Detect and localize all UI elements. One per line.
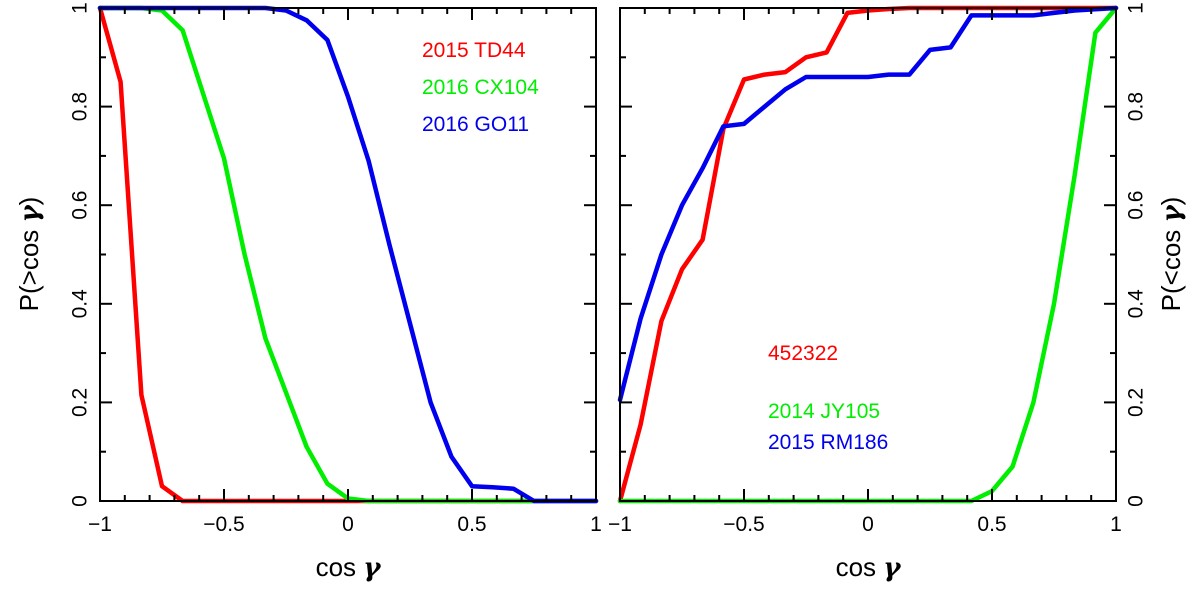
left-x-tick-label: −1 <box>88 513 112 536</box>
left-y-tick-label: 0.8 <box>69 92 92 121</box>
legend-label-2016-cx104: 2016 CX104 <box>422 76 539 99</box>
left-x-tick-label: −0.5 <box>203 513 244 536</box>
right-y-tick-label: 1 <box>1125 2 1148 14</box>
right-y-tick-label: 0.6 <box>1125 191 1148 220</box>
left-y-axis-symbol: γ <box>15 203 45 222</box>
right-x-axis-label: cos γ <box>836 552 903 583</box>
left-y-axis-label: P(>cos γ) <box>14 197 45 312</box>
right-panel: −1 −0.5 0 0.5 1 0 0.2 0.4 0.6 0.8 1 cos γ P(<cos … <box>608 2 1187 583</box>
left-x-tick-label: 0.5 <box>457 513 486 536</box>
right-x-tick-label: −1 <box>608 513 632 536</box>
right-series-line-452322 <box>617 5 1119 504</box>
left-series-line-2016-go11 <box>97 5 599 504</box>
right-legend: 452322 2014 JY105 2015 RM186 <box>768 342 888 454</box>
left-y-tick-label: 0 <box>69 495 92 507</box>
right-ticks <box>619 7 1117 502</box>
right-x-tick-labels: −1 −0.5 0 0.5 1 <box>608 513 1122 536</box>
right-series-line-2015-rm186 <box>617 5 1119 403</box>
right-y-tick-label: 0.4 <box>1125 289 1148 319</box>
right-y-tick-label: 0 <box>1125 495 1148 507</box>
right-x-tick-label: 0.5 <box>977 513 1006 536</box>
right-y-axis-label: P(<cos γ) <box>1156 197 1187 312</box>
left-y-tick-labels: 0 0.2 0.4 0.6 0.8 1 <box>69 2 92 507</box>
left-x-axis-symbol: γ <box>363 553 382 583</box>
left-x-tick-labels: −1 −0.5 0 0.5 1 <box>88 513 602 536</box>
legend-label-2015-td44: 2015 TD44 <box>422 39 526 62</box>
right-x-tick-label: −0.5 <box>723 513 764 536</box>
left-panel: −1 −0.5 0 0.5 1 0 0.2 0.4 0.6 0.8 1 cos γ P(>cos … <box>14 2 602 583</box>
right-y-tick-labels: 0 0.2 0.4 0.6 0.8 1 <box>1125 2 1148 507</box>
right-x-tick-label: 1 <box>1110 513 1122 536</box>
left-ticks <box>99 7 597 502</box>
right-x-axis-symbol: γ <box>883 553 902 583</box>
left-x-tick-label: 1 <box>590 513 602 536</box>
right-series-layer <box>617 5 1119 504</box>
left-y-tick-label: 0.4 <box>69 289 92 319</box>
left-y-tick-label: 0.6 <box>69 191 92 220</box>
right-y-axis-symbol: γ <box>1157 203 1187 222</box>
right-y-tick-label: 0.2 <box>1125 388 1148 417</box>
right-x-tick-label: 0 <box>862 513 874 536</box>
legend-label-2015-rm186: 2015 RM186 <box>768 431 888 454</box>
left-x-tick-label: 0 <box>342 513 354 536</box>
right-y-tick-label: 0.8 <box>1125 92 1148 121</box>
left-x-axis-label: cos γ <box>316 552 383 583</box>
legend-label-2016-go11: 2016 GO11 <box>422 113 529 136</box>
left-legend: 2015 TD44 2016 CX104 2016 GO11 <box>422 39 539 136</box>
legend-label-452322: 452322 <box>768 342 838 365</box>
left-y-tick-label: 0.2 <box>69 388 92 417</box>
left-y-tick-label: 1 <box>69 2 92 14</box>
legend-label-2014-jy105: 2014 JY105 <box>768 400 880 423</box>
